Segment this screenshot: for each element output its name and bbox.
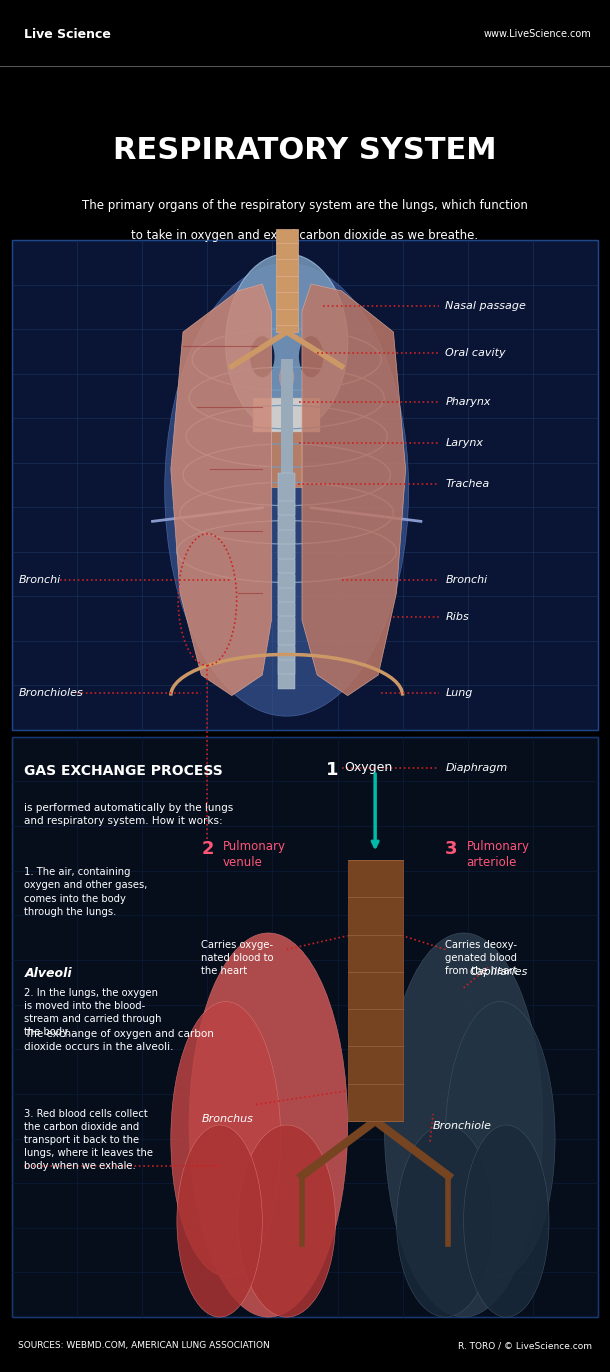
Ellipse shape bbox=[384, 933, 543, 1317]
Text: Pulmonary
venule: Pulmonary venule bbox=[223, 840, 285, 868]
Ellipse shape bbox=[189, 933, 348, 1317]
Text: 1. The air, containing
oxygen and other gases,
comes into the body
through the l: 1. The air, containing oxygen and other … bbox=[24, 867, 148, 916]
Text: 1: 1 bbox=[326, 761, 339, 779]
Bar bbox=[278, 646, 295, 674]
Text: Live Science: Live Science bbox=[24, 27, 111, 41]
Bar bbox=[278, 546, 295, 573]
Text: Pharynx: Pharynx bbox=[445, 397, 491, 407]
Bar bbox=[0, 0, 610, 96]
Text: Trachea: Trachea bbox=[445, 479, 490, 490]
Text: Pulmonary
arteriole: Pulmonary arteriole bbox=[467, 840, 529, 868]
Text: The primary organs of the respiratory system are the lungs, which function: The primary organs of the respiratory sy… bbox=[82, 199, 528, 213]
Bar bbox=[278, 517, 295, 545]
Ellipse shape bbox=[396, 1125, 494, 1317]
Text: The exchange of oxygen and carbon
dioxide occurs in the alveoli.: The exchange of oxygen and carbon dioxid… bbox=[24, 1029, 214, 1052]
Bar bbox=[278, 632, 295, 660]
Bar bbox=[12, 737, 598, 1317]
Text: Lung: Lung bbox=[445, 687, 473, 698]
Text: Bronchus: Bronchus bbox=[201, 1114, 253, 1124]
Bar bbox=[278, 560, 295, 587]
Bar bbox=[253, 398, 320, 432]
Ellipse shape bbox=[464, 1125, 549, 1317]
Text: RESPIRATORY SYSTEM: RESPIRATORY SYSTEM bbox=[113, 136, 497, 166]
Ellipse shape bbox=[238, 1125, 336, 1317]
Ellipse shape bbox=[177, 1125, 262, 1317]
Ellipse shape bbox=[445, 1002, 555, 1276]
Text: Bronchioles: Bronchioles bbox=[18, 687, 83, 698]
Text: to take in oxygen and expel carbon dioxide as we breathe.: to take in oxygen and expel carbon dioxi… bbox=[131, 229, 479, 243]
Text: Capillaries: Capillaries bbox=[470, 967, 528, 977]
Text: R. TORO / © LiveScience.com: R. TORO / © LiveScience.com bbox=[458, 1342, 592, 1350]
Text: Carries oxyge-
nated blood to
the heart: Carries oxyge- nated blood to the heart bbox=[201, 940, 274, 977]
Bar bbox=[278, 531, 295, 558]
Bar bbox=[348, 860, 403, 1121]
Text: GAS EXCHANGE PROCESS: GAS EXCHANGE PROCESS bbox=[24, 764, 223, 778]
Text: Diaphragm: Diaphragm bbox=[445, 763, 508, 774]
Text: www.LiveScience.com: www.LiveScience.com bbox=[484, 29, 592, 40]
Bar bbox=[278, 488, 295, 516]
Bar bbox=[278, 661, 295, 689]
Bar bbox=[281, 359, 293, 552]
Text: Larynx: Larynx bbox=[445, 438, 483, 449]
Text: Bronchi: Bronchi bbox=[18, 575, 60, 586]
Ellipse shape bbox=[279, 364, 294, 391]
Polygon shape bbox=[302, 284, 406, 696]
Text: Oxygen: Oxygen bbox=[345, 761, 393, 774]
Ellipse shape bbox=[165, 263, 409, 716]
Bar bbox=[276, 229, 298, 332]
Bar bbox=[278, 617, 295, 645]
Bar bbox=[278, 502, 295, 530]
Ellipse shape bbox=[226, 254, 348, 432]
Bar bbox=[278, 575, 295, 602]
Text: SOURCES: WEBMD.COM, AMERICAN LUNG ASSOCIATION: SOURCES: WEBMD.COM, AMERICAN LUNG ASSOCI… bbox=[18, 1342, 270, 1350]
Bar bbox=[271, 405, 302, 487]
Text: 2: 2 bbox=[201, 840, 214, 858]
Ellipse shape bbox=[171, 1002, 281, 1276]
Bar bbox=[278, 473, 295, 501]
Bar bbox=[12, 240, 598, 730]
Text: Bronchi: Bronchi bbox=[445, 575, 487, 586]
Text: Alveoli: Alveoli bbox=[24, 967, 72, 980]
Text: Oral cavity: Oral cavity bbox=[445, 347, 506, 358]
Text: 3: 3 bbox=[445, 840, 458, 858]
Bar bbox=[278, 604, 295, 631]
Ellipse shape bbox=[250, 336, 274, 377]
Text: is performed automatically by the lungs
and respiratory system. How it works:: is performed automatically by the lungs … bbox=[24, 803, 234, 826]
Text: Bronchiole: Bronchiole bbox=[433, 1121, 492, 1131]
Ellipse shape bbox=[299, 336, 323, 377]
Bar bbox=[0, 1320, 610, 1372]
Text: 3. Red blood cells collect
the carbon dioxide and
transport it back to the
lungs: 3. Red blood cells collect the carbon di… bbox=[24, 1109, 153, 1172]
Polygon shape bbox=[171, 284, 271, 696]
Text: Nasal passage: Nasal passage bbox=[445, 300, 526, 311]
Text: 2. In the lungs, the oxygen
is moved into the blood-
stream and carried through
: 2. In the lungs, the oxygen is moved int… bbox=[24, 988, 162, 1037]
Bar bbox=[278, 589, 295, 616]
Text: Ribs: Ribs bbox=[445, 612, 469, 623]
Text: Carries deoxy-
genated blood
from the heart: Carries deoxy- genated blood from the he… bbox=[445, 940, 518, 977]
